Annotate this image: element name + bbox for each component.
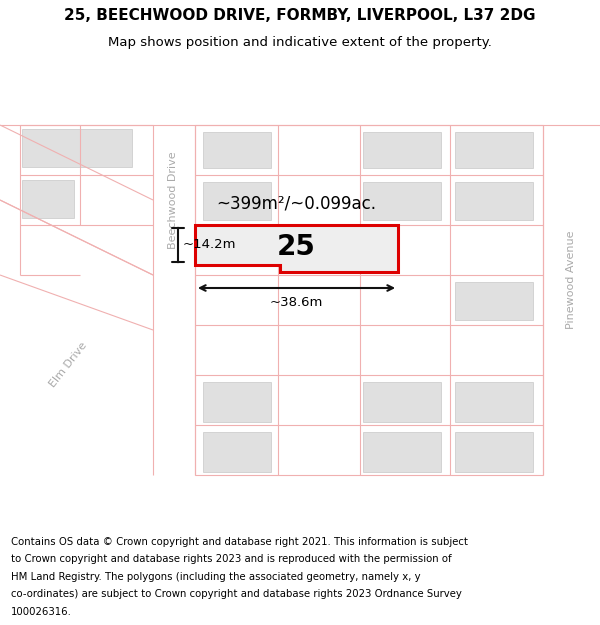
Text: HM Land Registry. The polygons (including the associated geometry, namely x, y: HM Land Registry. The polygons (includin… (11, 572, 421, 582)
Text: ~38.6m: ~38.6m (269, 296, 323, 309)
Bar (203, 132, 271, 168)
Bar (363, 432, 441, 472)
Bar (363, 382, 441, 422)
Bar (363, 132, 441, 168)
Text: Pinewood Avenue: Pinewood Avenue (566, 231, 576, 329)
Bar (153, 55, 193, 530)
Bar (455, 132, 533, 168)
Bar (203, 432, 271, 472)
Bar (455, 182, 533, 220)
Text: Map shows position and indicative extent of the property.: Map shows position and indicative extent… (108, 36, 492, 49)
Polygon shape (195, 225, 398, 272)
Bar (455, 382, 533, 422)
Text: 25, BEECHWOOD DRIVE, FORMBY, LIVERPOOL, L37 2DG: 25, BEECHWOOD DRIVE, FORMBY, LIVERPOOL, … (64, 8, 536, 23)
Bar (363, 182, 441, 220)
Text: 100026316.: 100026316. (11, 607, 71, 617)
Text: Contains OS data © Crown copyright and database right 2021. This information is : Contains OS data © Crown copyright and d… (11, 537, 468, 547)
Bar (203, 182, 271, 220)
Bar (203, 382, 271, 422)
Bar (22, 129, 132, 167)
Polygon shape (0, 125, 153, 330)
Bar (22, 180, 74, 218)
Text: co-ordinates) are subject to Crown copyright and database rights 2023 Ordnance S: co-ordinates) are subject to Crown copyr… (11, 589, 461, 599)
Text: Beechwood Drive: Beechwood Drive (168, 151, 178, 249)
Text: ~14.2m: ~14.2m (183, 239, 236, 251)
Text: ~399m²/~0.099ac.: ~399m²/~0.099ac. (216, 194, 376, 212)
Text: 25: 25 (277, 233, 316, 261)
Text: to Crown copyright and database rights 2023 and is reproduced with the permissio: to Crown copyright and database rights 2… (11, 554, 451, 564)
Bar (455, 282, 533, 320)
Bar (455, 432, 533, 472)
Bar (543, 55, 600, 530)
Polygon shape (0, 330, 153, 530)
Text: Elm Drive: Elm Drive (47, 341, 89, 389)
Bar (0, 55, 600, 125)
